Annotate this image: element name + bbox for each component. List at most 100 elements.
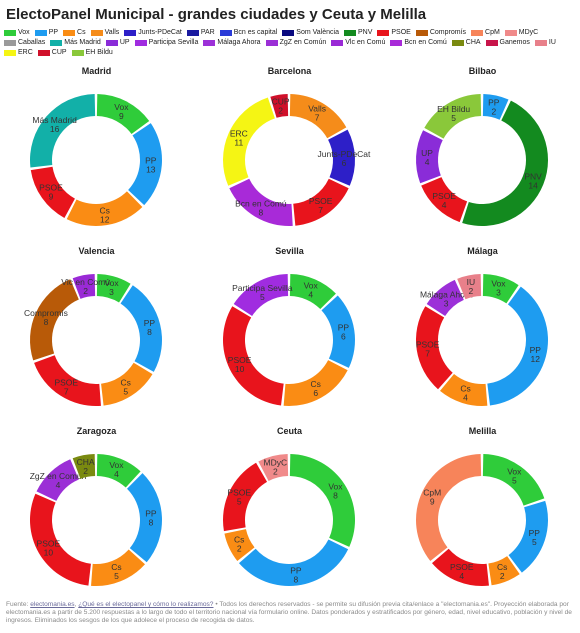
slice-value: 8 (333, 491, 338, 501)
chart-panel-sevilla: Sevilla Vox 4 PP 6 Cs 6 PSOE 10 Participa Sevilla… (193, 246, 386, 426)
slice-valls (289, 94, 347, 139)
slice-vox (96, 94, 150, 134)
slice-label: ERC (230, 129, 248, 139)
legend-item-pnv: PNV (343, 28, 373, 37)
slice-label: EH Bildu (437, 104, 470, 114)
legend-swatch (282, 29, 295, 36)
slice-label: Vox (491, 279, 506, 289)
slice-label: Vox (104, 278, 119, 288)
slice-value: 8 (149, 517, 154, 527)
slice-value: 16 (50, 124, 60, 134)
legend-swatch (485, 39, 498, 46)
legend-item-cha: CHA (451, 38, 481, 47)
slice-value: 4 (308, 289, 313, 299)
slice-label: PP (529, 528, 541, 538)
legend-item-up: UP (105, 38, 130, 47)
legend-item-bcn-en-comu: Bcn en Comú (390, 38, 447, 47)
slice-value: 11 (234, 138, 243, 148)
slice-label: Vox (114, 102, 129, 112)
legend-label: PAR (200, 29, 215, 36)
slice-value: 3 (444, 298, 449, 308)
slice-label: PSOE (39, 183, 63, 193)
slice-label: PP (145, 508, 157, 518)
slice-iu (457, 274, 482, 300)
legend-swatch (203, 39, 216, 46)
legend-label: UP (119, 39, 130, 46)
legend-label: ERC (18, 49, 33, 56)
slice-value: 10 (235, 364, 245, 374)
footer-text: • Todos los derechos reservados - se per… (6, 601, 572, 624)
slice-value: 2 (83, 466, 88, 476)
chart-panel-barcelona: Barcelona Valls 7 Junts-PDeCat 6 PSOE 7 Bcn en … (193, 66, 386, 246)
slice-up (416, 130, 443, 184)
slice-psoe (293, 178, 349, 226)
slice-label: Bcn en Comú (235, 198, 287, 208)
slice-cs (224, 529, 255, 562)
legend-label: Junts-PDeCat (138, 29, 182, 36)
slice-pp (487, 286, 548, 406)
legend-item-ganemos: Ganemos (485, 38, 530, 47)
slice-value: 8 (294, 575, 299, 585)
slice-value: 5 (123, 386, 128, 396)
legend-item-valls: Valls (90, 28, 119, 37)
chart-title: Málaga (467, 246, 498, 256)
legend-label: Caballas (18, 39, 46, 46)
slice-vlc-en-comu (72, 274, 96, 299)
slice-pp (321, 295, 355, 368)
slice-value: 8 (259, 207, 264, 217)
slice-pp (126, 473, 163, 563)
footer-link-electomania[interactable]: electomania.es (30, 601, 75, 608)
slice-pp (120, 285, 163, 372)
slice-value: 5 (532, 537, 537, 547)
slice-value: 4 (442, 200, 447, 210)
slice-label: Vox (507, 467, 522, 477)
legend-label: PNV (357, 29, 373, 36)
slice-value: 4 (425, 157, 430, 167)
slice-cs (283, 360, 348, 406)
slice-value: 2 (273, 467, 278, 477)
legend-swatch (4, 39, 16, 46)
legend-swatch (219, 29, 232, 36)
chart-panel-ceuta: Ceuta Vox 8 PP 8 Cs 2 PSOE 5 MDyC 2 (193, 426, 386, 606)
slice-mas-madrid (30, 94, 96, 168)
legend-label: Bcn es capital (233, 29, 278, 36)
slice-value: 2 (278, 106, 283, 116)
legend-label: ZgZ en Común (279, 39, 327, 46)
slice-label: Valls (308, 104, 326, 114)
legend-item-malaga-ahora: Málaga Ahora (203, 38, 261, 47)
legend-swatch (4, 29, 16, 36)
slice-vox (289, 454, 355, 547)
slice-psoe (30, 166, 75, 218)
slice-label: PSOE (54, 377, 78, 387)
legend-label: Compromís (429, 29, 467, 36)
footer-note: Fuente: electomania.es, ¿Qué es el elect… (6, 601, 574, 625)
slice-mdyc (258, 454, 289, 482)
legend-swatch (186, 29, 199, 36)
legend-swatch (90, 29, 103, 36)
chart-title: Ceuta (276, 426, 302, 436)
legend-label: CpM (485, 29, 500, 36)
legend-swatch (71, 49, 84, 56)
legend-item-vlc-en-comu: Vlc en Comú (331, 38, 385, 47)
slice-pp (482, 94, 509, 120)
legend-item-participa-sevilla: Participa Sevilla (134, 38, 198, 47)
chart-panel-zaragoza: Zaragoza Vox 4 PP 8 Cs 5 PSOE 10 ZgZ en Común 4 CHA… (0, 426, 193, 606)
slice-label: Cs (460, 383, 470, 393)
legend-item-junts-pdecat: Junts-PDeCat (124, 28, 182, 37)
slice-value: 2 (83, 286, 88, 296)
slice-cs (440, 373, 488, 406)
legend-item-cpm: CpM (471, 28, 500, 37)
slice-value: 4 (463, 392, 468, 402)
footer-link-electopanel[interactable]: ¿Qué es el electopanel y cómo lo realiza… (78, 601, 214, 608)
legend: Vox PP Cs Valls Junts-PDeCat PAR Bcn es capita… (4, 28, 576, 57)
legend-item-compromis: Compromís (415, 28, 467, 37)
legend-label: Cs (77, 29, 86, 36)
legend-label: EH Bildu (85, 49, 113, 56)
slice-pnv (462, 100, 549, 227)
slice-value: 12 (531, 354, 541, 364)
legend-swatch (331, 39, 344, 46)
footer-prefix: Fuente: (6, 601, 31, 608)
